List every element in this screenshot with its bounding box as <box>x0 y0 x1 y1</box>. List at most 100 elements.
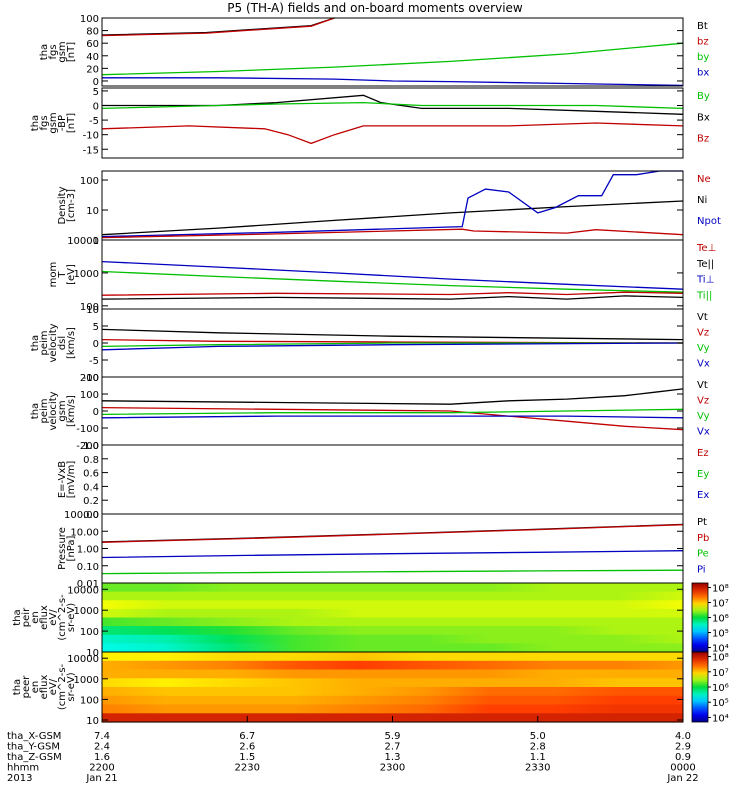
y-tick-label: 80 <box>86 27 99 38</box>
legend-entry: bx <box>697 68 709 79</box>
heatmap-band <box>102 704 683 714</box>
panel-pressure: PtPbPePi100.0010.001.000.100.01Pressure[… <box>57 510 709 590</box>
legend-entry: Te⊥ <box>696 243 716 254</box>
y-tick-label: 0 <box>93 77 99 88</box>
y-label-line: eV/ <box>48 609 59 626</box>
y-label-line: (cm^2-s- <box>57 663 68 710</box>
legend-fgs_detail: By Bx Bz <box>697 91 710 145</box>
panel-peim_gsm: Vt Vz Vy Vx 200 100 0 -100 -200 thapeimvelocitygs… <box>30 373 710 452</box>
figure-title: P5 (TH-A) fields and on-board moments ov… <box>227 1 523 15</box>
x-row-value: 2330 <box>525 763 550 774</box>
series-Vt <box>101 328 684 341</box>
y-tick-label: 1 <box>93 236 99 247</box>
y-tick-label: 10.00 <box>70 527 99 538</box>
heatmap-band <box>102 669 683 679</box>
legend-entry: Ti|| <box>696 290 712 301</box>
legend-entry: Te|| <box>696 259 714 270</box>
y-label-line: gsm <box>57 41 68 62</box>
heatmap-band <box>102 695 683 706</box>
y-label-line: tha <box>30 403 41 419</box>
legend-pressure: Pt Pb Pe Pi <box>697 517 709 575</box>
x-row-value: 2.6 <box>239 742 255 753</box>
legend-entry: Vz <box>697 328 709 339</box>
y-label-line: Density <box>57 186 68 224</box>
x-row-value: 7.4 <box>94 731 110 742</box>
y-tick-label: 20 <box>86 64 99 75</box>
colorbar-tick-label: 10⁵ <box>712 698 729 709</box>
legend-entry: Pe <box>697 549 709 560</box>
legend-entry: Pt <box>697 517 707 528</box>
colorbar-tick-label: 10⁴ <box>712 713 729 724</box>
y-label-line: sr-eV) <box>66 672 77 701</box>
series-Pb <box>101 524 684 543</box>
y-tick-label: 0.4 <box>83 482 99 493</box>
y-label-line: [nPa] <box>66 535 77 561</box>
y-tick-label: 10000 <box>67 654 99 665</box>
legend-entry: Ni <box>697 195 707 206</box>
y-label-line: velocity <box>48 323 59 362</box>
x-row-value: 2.7 <box>385 742 401 753</box>
y-label-line: peim <box>39 330 50 355</box>
y-tick-label: 0 <box>93 102 99 113</box>
y-label-line: sr-eV) <box>66 603 77 632</box>
y-tick-label: 5 <box>93 322 99 333</box>
legend-entry: Npot <box>697 216 721 227</box>
y-label-line: peim <box>39 398 50 423</box>
y-label-line: dsl <box>57 336 68 350</box>
y-label-line: [cm-3] <box>66 189 77 222</box>
series-Vy <box>101 342 683 348</box>
x-row-value: 5.9 <box>385 731 401 742</box>
legend-entry: Bz <box>697 134 709 145</box>
y-tick-label: 0 <box>93 339 99 350</box>
panel-peer: 10⁸ 10⁷ 10⁶ 10⁵ 10⁴ 10000 1000 100 10 thapeerenef… <box>12 651 729 727</box>
series-Te|| <box>101 295 684 300</box>
y-tick-label: 1.00 <box>77 545 99 556</box>
y-tick-label: -15 <box>83 145 99 156</box>
legend-entry: Vz <box>697 396 709 407</box>
y-tick-label: 100 <box>80 302 99 313</box>
y-label-line: [km/s] <box>66 327 77 359</box>
y-tick-label: 200 <box>80 373 99 384</box>
x-row-value: 2230 <box>235 763 260 774</box>
x-row-value: 1.3 <box>385 752 401 763</box>
legend-entry: Vy <box>697 343 710 354</box>
colorbar-tick-label: 10⁷ <box>712 599 729 610</box>
series-Te⊥ <box>101 291 684 296</box>
y-tick-label: 0.0 <box>83 510 99 521</box>
heatmap-band <box>102 617 683 627</box>
x-row-value: 2.9 <box>675 742 691 753</box>
panel-density: Ne Ni Npot 100 10 1 Density[cm-3] <box>57 170 721 247</box>
colorbar-tick-label: 10⁷ <box>712 668 729 679</box>
y-label-efield: E=-VxB[mV/m] <box>57 461 77 499</box>
series-bz <box>101 17 335 37</box>
y-tick-label: -5 <box>89 356 99 367</box>
y-tick-label: 10 <box>86 305 99 316</box>
x-row-value: Jan 21 <box>85 773 117 784</box>
series-Vy <box>101 408 684 416</box>
legend-peim_gsm: Vt Vz Vy Vx <box>697 380 710 438</box>
series-by <box>101 42 684 76</box>
y-label-line: E=-VxB <box>57 461 68 498</box>
y-label-density: Density[cm-3] <box>57 186 77 224</box>
y-label-line: tha <box>12 679 23 695</box>
y-tick-label: 40 <box>86 52 99 63</box>
y-tick-label: 100 <box>80 14 99 25</box>
series-Vt <box>101 388 684 405</box>
series-Pi <box>101 550 684 559</box>
colorbar-tick-label: 10⁸ <box>712 584 729 595</box>
x-row-label: tha_Z-GSM <box>7 752 62 763</box>
y-label-line: eflux <box>39 675 50 700</box>
y-tick-label: 10000 <box>67 236 99 247</box>
y-tick-label: -5 <box>89 116 99 127</box>
x-row-value: 1.6 <box>94 752 110 763</box>
y-label-line: gsm <box>57 400 68 421</box>
panel-peir: 10⁸ 10⁷ 10⁶ 10⁵ 10⁴ 10000 1000 100 10 thapeirenef… <box>12 582 729 659</box>
colorbar-tick-label: 10⁶ <box>712 683 729 694</box>
y-tick-label: 0 <box>93 407 99 418</box>
y-tick-label: 100 <box>80 627 99 638</box>
heatmap-band <box>102 678 683 688</box>
y-label-line: -BP <box>57 115 68 131</box>
